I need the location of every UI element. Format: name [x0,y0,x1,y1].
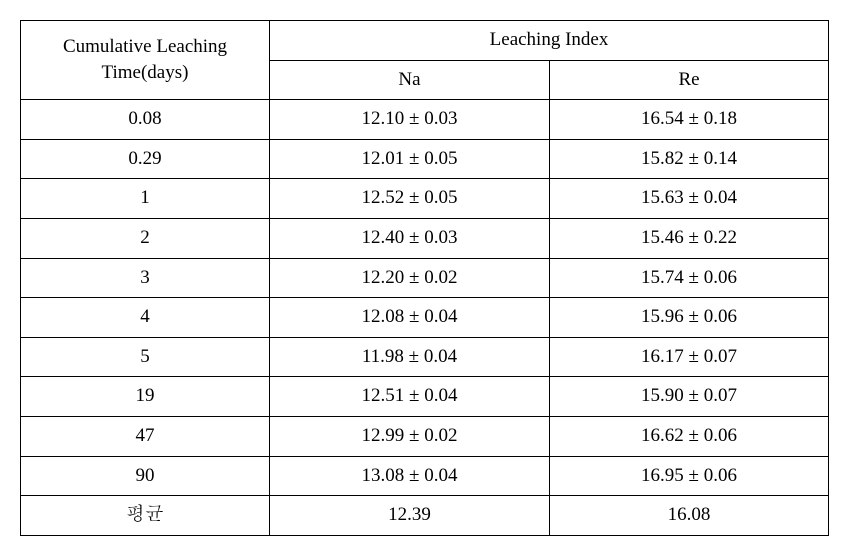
cell-re: 15.82 ± 0.14 [550,139,829,179]
cell-na: 12.52 ± 0.05 [270,179,550,219]
cell-time: 5 [21,337,270,377]
table-row: 1912.51 ± 0.0415.90 ± 0.07 [21,377,829,417]
cell-na: 12.51 ± 0.04 [270,377,550,417]
cell-na: 12.08 ± 0.04 [270,298,550,338]
cell-na: 12.20 ± 0.02 [270,258,550,298]
table-row: 4712.99 ± 0.0216.62 ± 0.06 [21,416,829,456]
cell-na: 12.10 ± 0.03 [270,100,550,140]
cell-time: 0.29 [21,139,270,179]
cell-re: 16.62 ± 0.06 [550,416,829,456]
cell-time: 1 [21,179,270,219]
header-time-line2: Time(days) [102,62,189,83]
header-re: Re [550,60,829,100]
cell-re: 15.90 ± 0.07 [550,377,829,417]
table-row: 412.08 ± 0.0415.96 ± 0.06 [21,298,829,338]
cell-time: 3 [21,258,270,298]
cell-re: 15.74 ± 0.06 [550,258,829,298]
leaching-index-table: Cumulative Leaching Time(days) Leaching … [20,20,829,536]
table-header: Cumulative Leaching Time(days) Leaching … [21,21,829,100]
cell-re: 15.96 ± 0.06 [550,298,829,338]
table-row: 0.0812.10 ± 0.0316.54 ± 0.18 [21,100,829,140]
table-row: 511.98 ± 0.0416.17 ± 0.07 [21,337,829,377]
header-time: Cumulative Leaching Time(days) [21,21,270,100]
cell-re: 16.17 ± 0.07 [550,337,829,377]
table-row: 0.2912.01 ± 0.0515.82 ± 0.14 [21,139,829,179]
cell-na: 11.98 ± 0.04 [270,337,550,377]
cell-re: 16.54 ± 0.18 [550,100,829,140]
cell-na: 12.01 ± 0.05 [270,139,550,179]
table-row: 112.52 ± 0.0515.63 ± 0.04 [21,179,829,219]
table-footer: 평균 12.39 16.08 [21,496,829,536]
header-index-group: Leaching Index [270,21,829,61]
cell-re: 16.95 ± 0.06 [550,456,829,496]
cell-na: 12.99 ± 0.02 [270,416,550,456]
header-time-line1: Cumulative Leaching [63,36,227,57]
footer-re: 16.08 [550,496,829,536]
footer-label: 평균 [21,496,270,536]
cell-time: 0.08 [21,100,270,140]
cell-na: 13.08 ± 0.04 [270,456,550,496]
table-row: 312.20 ± 0.0215.74 ± 0.06 [21,258,829,298]
table-row: 9013.08 ± 0.0416.95 ± 0.06 [21,456,829,496]
cell-time: 2 [21,218,270,258]
header-na: Na [270,60,550,100]
cell-time: 4 [21,298,270,338]
cell-re: 15.63 ± 0.04 [550,179,829,219]
cell-re: 15.46 ± 0.22 [550,218,829,258]
table-row-mean: 평균 12.39 16.08 [21,496,829,536]
footer-na: 12.39 [270,496,550,536]
table-body: 0.0812.10 ± 0.0316.54 ± 0.180.2912.01 ± … [21,100,829,496]
cell-time: 19 [21,377,270,417]
table-row: 212.40 ± 0.0315.46 ± 0.22 [21,218,829,258]
cell-time: 47 [21,416,270,456]
cell-na: 12.40 ± 0.03 [270,218,550,258]
cell-time: 90 [21,456,270,496]
